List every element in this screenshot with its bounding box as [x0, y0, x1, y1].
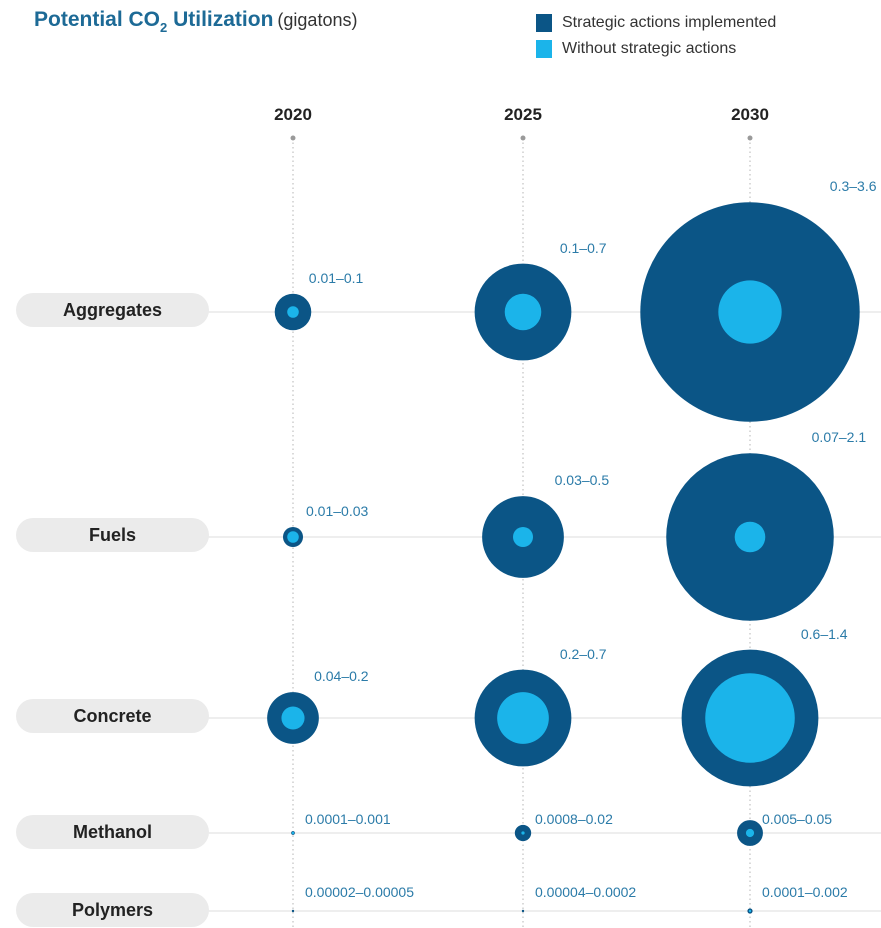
range-label-concrete-2030: 0.6–1.4	[800, 625, 848, 642]
row-label-polymers: Polymers	[16, 893, 209, 927]
bubble-without-aggregates-2020	[287, 306, 299, 318]
legend-label-without: Without strategic actions	[562, 40, 737, 57]
bubble-without-aggregates-2030	[718, 280, 782, 344]
year-label-2030: 2030	[731, 105, 769, 124]
year-dot-2030	[747, 135, 753, 141]
legend-item-without: Without strategic actions	[536, 36, 776, 62]
chart-title: Potential CO2 Utilization (gigatons)	[34, 8, 358, 35]
legend-item-strategic: Strategic actions implemented	[536, 10, 776, 36]
row-label-fuels: Fuels	[16, 518, 209, 552]
bubble-without-concrete-2030	[705, 673, 795, 763]
bubble-without-methanol-2020	[291, 831, 295, 835]
bubble-without-fuels-2020	[287, 531, 299, 543]
range-label-methanol-2030: 0.005–0.05	[762, 811, 833, 827]
range-label-fuels-2025: 0.03–0.5	[554, 472, 610, 489]
bubble-without-fuels-2030	[734, 521, 766, 553]
bubble-without-methanol-2025	[521, 831, 525, 835]
row-label-aggregates: Aggregates	[16, 293, 209, 327]
title-main: Potential CO	[34, 8, 161, 31]
year-dot-2020	[290, 135, 296, 141]
bubble-strategic-polymers-2020	[291, 909, 295, 913]
legend-swatch-strategic	[536, 14, 552, 32]
year-dot-2025	[520, 135, 526, 141]
range-label-concrete-2020: 0.04–0.2	[314, 668, 369, 685]
row-label-methanol: Methanol	[16, 815, 209, 849]
bubble-without-concrete-2025	[497, 692, 549, 744]
bubble-without-fuels-2025	[512, 526, 534, 548]
row-label-concrete: Concrete	[16, 699, 209, 733]
range-label-polymers-2020: 0.00002–0.00005	[305, 884, 414, 900]
range-label-methanol-2025: 0.0008–0.02	[535, 811, 613, 827]
bubble-without-aggregates-2025	[504, 293, 542, 331]
range-label-aggregates-2020: 0.01–0.1	[308, 269, 364, 286]
year-label-2025: 2025	[504, 105, 542, 124]
title-subscript: 2	[160, 20, 168, 35]
legend-swatch-without	[536, 40, 552, 58]
bubble-without-concrete-2020	[281, 706, 305, 730]
range-label-aggregates-2025: 0.1–0.7	[559, 239, 607, 256]
title-rest: Utilization	[167, 8, 274, 31]
range-label-concrete-2025: 0.2–0.7	[559, 645, 607, 662]
range-label-polymers-2025: 0.00004–0.0002	[535, 884, 637, 900]
bubble-without-polymers-2030	[748, 909, 752, 913]
bubble-strategic-polymers-2025	[521, 909, 525, 913]
range-label-fuels-2020: 0.01–0.03	[306, 502, 369, 519]
legend: Strategic actions implemented Without st…	[536, 10, 776, 62]
legend-label-strategic: Strategic actions implemented	[562, 14, 777, 31]
range-label-aggregates-2030: 0.3–3.6	[829, 178, 877, 195]
year-label-2020: 2020	[274, 105, 312, 124]
title-unit: (gigatons)	[277, 10, 358, 30]
range-label-fuels-2030: 0.07–2.1	[811, 429, 867, 446]
range-label-methanol-2020: 0.0001–0.001	[305, 811, 391, 827]
range-label-polymers-2030: 0.0001–0.002	[762, 884, 848, 900]
bubble-without-methanol-2030	[745, 828, 755, 838]
